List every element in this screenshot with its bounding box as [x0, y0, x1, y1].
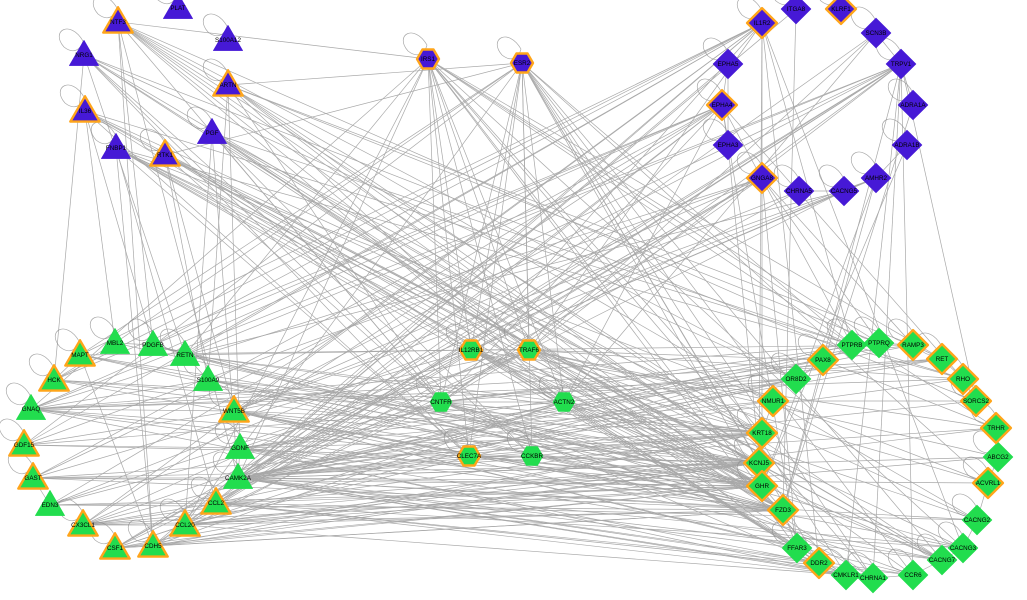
- svg-text:ADRA1A: ADRA1A: [900, 102, 926, 109]
- svg-text:ACVRL1: ACVRL1: [976, 480, 1001, 487]
- svg-text:IL1R2: IL1R2: [754, 20, 771, 27]
- svg-text:SORCS2: SORCS2: [963, 398, 989, 405]
- svg-text:GNGA8: GNGA8: [751, 175, 774, 182]
- svg-text:CAMK2A: CAMK2A: [225, 475, 252, 482]
- svg-text:RTK1: RTK1: [157, 152, 173, 159]
- svg-text:CACNG7: CACNG7: [929, 557, 956, 564]
- svg-text:EPHA3: EPHA3: [718, 142, 739, 149]
- svg-text:CCL20: CCL20: [175, 522, 195, 529]
- svg-text:PLAT: PLAT: [170, 5, 185, 12]
- svg-text:CCR6: CCR6: [904, 572, 922, 579]
- svg-text:CHRNA1: CHRNA1: [860, 575, 886, 582]
- svg-text:KLRF1: KLRF1: [831, 6, 851, 13]
- svg-text:PGF: PGF: [206, 130, 219, 137]
- svg-text:IL12RB1: IL12RB1: [459, 347, 484, 354]
- svg-text:MAPT: MAPT: [71, 352, 89, 359]
- svg-text:CLEC7A: CLEC7A: [457, 453, 482, 460]
- svg-text:ITGA8: ITGA8: [787, 6, 806, 13]
- svg-text:FNBP1: FNBP1: [106, 145, 127, 152]
- svg-text:ABCG2: ABCG2: [987, 454, 1009, 461]
- svg-text:WNT5B: WNT5B: [223, 408, 245, 415]
- svg-text:RET: RET: [936, 356, 949, 363]
- svg-text:GDNF: GDNF: [231, 445, 249, 452]
- svg-text:ESR2: ESR2: [514, 60, 531, 67]
- svg-text:CHRNA5: CHRNA5: [786, 188, 812, 195]
- svg-text:RAMP3: RAMP3: [902, 342, 924, 349]
- svg-text:CCKBR: CCKBR: [521, 453, 543, 460]
- svg-text:EPHA4: EPHA4: [712, 102, 733, 109]
- svg-text:S100A9: S100A9: [197, 377, 220, 384]
- svg-text:GDF15: GDF15: [14, 442, 35, 449]
- svg-text:NTF3: NTF3: [110, 19, 126, 26]
- svg-text:EDN3: EDN3: [42, 502, 59, 509]
- svg-text:S100A12: S100A12: [215, 37, 241, 44]
- svg-text:NRG1: NRG1: [75, 52, 93, 59]
- svg-text:TRPV1: TRPV1: [891, 61, 912, 68]
- svg-text:PTPRQ: PTPRQ: [868, 340, 890, 347]
- svg-text:KCNJ5: KCNJ5: [749, 460, 769, 467]
- svg-text:IL36: IL36: [79, 108, 92, 115]
- svg-text:FFAR3: FFAR3: [787, 545, 807, 552]
- svg-text:CX3CL1: CX3CL1: [71, 522, 95, 529]
- svg-text:KRT18: KRT18: [752, 430, 772, 437]
- svg-text:FZD3: FZD3: [775, 507, 791, 514]
- svg-text:PAX8: PAX8: [815, 357, 831, 364]
- svg-text:MBL2: MBL2: [107, 340, 124, 347]
- svg-text:NMUR1: NMUR1: [762, 398, 785, 405]
- svg-text:DDR2: DDR2: [810, 560, 828, 567]
- svg-text:EPHA5: EPHA5: [718, 61, 739, 68]
- svg-text:CSF1: CSF1: [107, 545, 124, 552]
- svg-text:CACNG2: CACNG2: [964, 517, 991, 524]
- svg-text:TRHR: TRHR: [987, 425, 1005, 432]
- svg-text:ACTN2: ACTN2: [554, 399, 575, 406]
- svg-text:CNTFR: CNTFR: [430, 399, 452, 406]
- svg-text:PTPRB: PTPRB: [842, 342, 863, 349]
- svg-text:GHR: GHR: [755, 483, 769, 490]
- svg-text:TRAF6: TRAF6: [519, 347, 539, 354]
- svg-text:ARTN: ARTN: [219, 82, 236, 89]
- svg-text:GAST: GAST: [24, 475, 41, 482]
- svg-text:OR8D2: OR8D2: [786, 376, 807, 383]
- svg-text:CACNG5: CACNG5: [831, 188, 858, 195]
- svg-text:CCL2: CCL2: [208, 500, 225, 507]
- svg-text:RHO: RHO: [956, 376, 970, 383]
- svg-text:PDGFB: PDGFB: [142, 342, 164, 349]
- svg-text:RETN: RETN: [176, 352, 194, 359]
- svg-text:ADRA1B: ADRA1B: [894, 142, 919, 149]
- svg-text:CMKLR1: CMKLR1: [833, 572, 859, 579]
- svg-text:HCK: HCK: [47, 377, 61, 384]
- svg-text:CACNG3: CACNG3: [950, 545, 977, 552]
- svg-text:AMHR2: AMHR2: [865, 175, 888, 182]
- svg-text:SCN3B: SCN3B: [866, 30, 887, 37]
- svg-text:CDH5: CDH5: [144, 543, 162, 550]
- svg-text:IRS1: IRS1: [421, 56, 435, 63]
- svg-text:GNAQ: GNAQ: [22, 406, 41, 413]
